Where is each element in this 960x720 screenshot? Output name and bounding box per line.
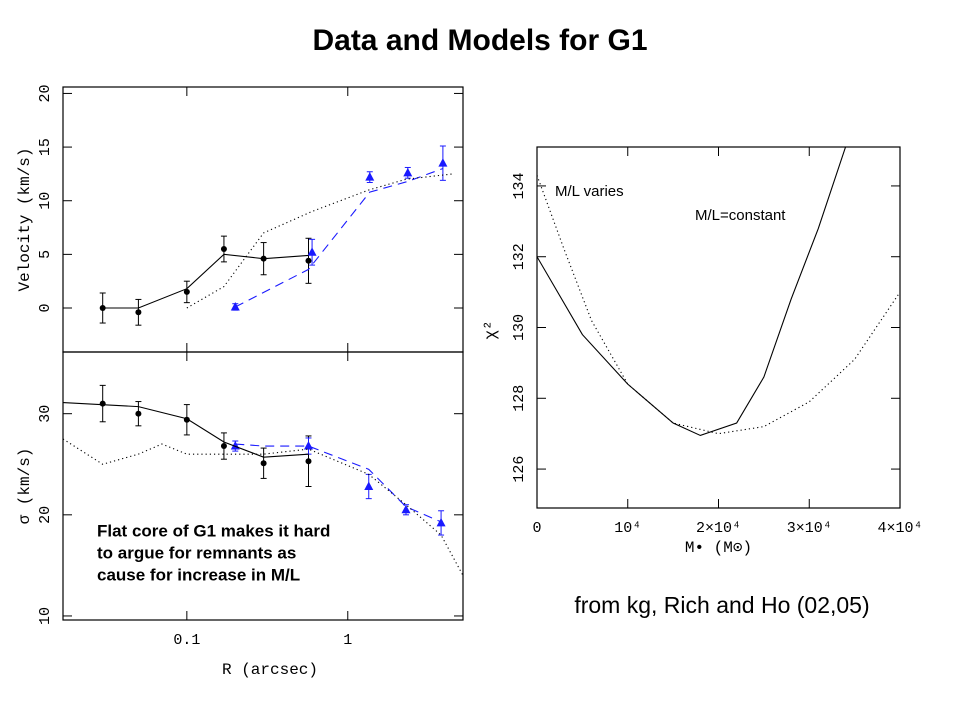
y-tick-label: 20 [37, 84, 54, 102]
y-tick-label: 15 [37, 138, 54, 156]
data-point [403, 167, 413, 177]
x-tick-label: 0 [532, 520, 541, 537]
data-point [364, 481, 374, 491]
x-axis-label: M• (M⊙) [685, 539, 752, 557]
data-point [260, 460, 267, 467]
y-tick-label: 132 [511, 243, 528, 270]
model-line [235, 443, 442, 523]
annotation: M/L varies [555, 183, 624, 200]
annotation: to argue for remnants as [97, 543, 296, 562]
y-axis-label: σ (km/s) [16, 448, 34, 525]
model-line [186, 173, 453, 309]
x-tick-label: 0.1 [173, 632, 200, 649]
y-tick-label: 10 [37, 607, 54, 625]
y-tick-label: 128 [511, 385, 528, 412]
model-line [537, 147, 847, 437]
plot-frame [62, 86, 464, 353]
plot-area [63, 384, 463, 576]
annotation: M/L=constant [695, 207, 786, 224]
data-point [220, 246, 227, 253]
model-line [63, 402, 309, 458]
data-point [220, 443, 227, 450]
y-tick-label: 30 [37, 405, 54, 423]
x-tick-label: 3×10⁴ [787, 520, 832, 537]
data-point [305, 257, 312, 264]
x-axis-label: R (arcsec) [222, 661, 318, 679]
x-tick-label: 1 [343, 632, 352, 649]
data-point [438, 158, 448, 167]
y-tick-label: 5 [37, 250, 54, 259]
y-tick-label: 20 [37, 506, 54, 524]
plot-frame [62, 351, 464, 621]
y-tick-label: 10 [37, 192, 54, 210]
plot-area [537, 147, 900, 437]
data-point [135, 410, 142, 417]
y-tick-label: 130 [511, 314, 528, 341]
caption: from kg, Rich and Ho (02,05) [574, 592, 869, 618]
x-tick-label: 10⁴ [614, 520, 641, 537]
annotation: Flat core of G1 makes it hard [97, 521, 330, 540]
y-axis-label: χ² [482, 320, 500, 339]
data-point [99, 400, 106, 407]
data-point [230, 301, 240, 311]
y-tick-label: 126 [511, 456, 528, 483]
x-tick-label: 4×10⁴ [877, 520, 922, 537]
plot-area [99, 145, 453, 326]
slide-title: Data and Models for G1 [312, 24, 647, 57]
data-point [436, 517, 446, 527]
x-tick-label: 2×10⁴ [696, 520, 741, 537]
plot-frame [536, 146, 901, 509]
model-line [63, 438, 463, 576]
y-axis-label: Velocity (km/s) [16, 147, 34, 291]
model-line [102, 253, 309, 309]
data-point [183, 288, 190, 295]
y-tick-label: 134 [511, 172, 528, 199]
data-point [135, 309, 142, 316]
data-point [365, 172, 375, 181]
data-point [401, 504, 411, 514]
y-tick-label: 0 [37, 304, 54, 313]
data-point [303, 441, 313, 450]
model-line [235, 168, 444, 308]
annotation: cause for increase in M/L [97, 565, 300, 584]
data-point [305, 458, 312, 465]
model-line [537, 175, 900, 435]
data-point [307, 247, 317, 256]
